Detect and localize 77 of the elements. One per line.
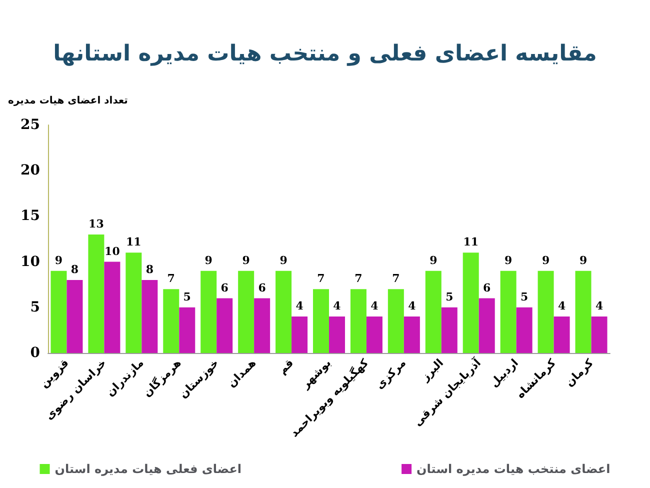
data-label: 9 xyxy=(579,254,588,267)
bar xyxy=(591,316,608,353)
bar xyxy=(313,289,329,353)
chart-title: مقایسه اعضای فعلی و منتخب هیات مدیره استانها xyxy=(53,42,597,66)
bar xyxy=(66,280,83,353)
data-label: 11 xyxy=(126,236,142,249)
data-label: 6 xyxy=(258,281,266,294)
bar xyxy=(575,270,592,353)
bar xyxy=(238,270,254,353)
data-label: 9 xyxy=(54,254,63,267)
bar xyxy=(350,289,366,353)
x-tick-label: مازندران xyxy=(104,356,146,399)
data-label: 7 xyxy=(392,272,400,286)
bar xyxy=(538,270,554,353)
data-label: 11 xyxy=(463,236,479,249)
bar xyxy=(276,270,292,353)
x-tick-label: کرمان xyxy=(562,356,596,390)
data-label: 8 xyxy=(70,263,79,276)
data-label: 9 xyxy=(204,254,212,267)
data-label: 7 xyxy=(317,272,325,286)
bar xyxy=(425,270,442,353)
data-label: 5 xyxy=(183,290,191,304)
bar xyxy=(516,307,532,353)
bar xyxy=(404,316,420,353)
bar xyxy=(50,270,67,353)
y-tick-label: 20 xyxy=(20,162,40,179)
bar xyxy=(441,307,458,353)
y-tick-label: 25 xyxy=(20,117,40,133)
bar xyxy=(329,316,345,353)
data-label: 9 xyxy=(242,254,250,267)
data-label: 7 xyxy=(167,272,175,286)
bar xyxy=(142,280,158,353)
y-tick-label: 10 xyxy=(20,254,40,270)
data-label: 6 xyxy=(220,281,229,294)
bar xyxy=(292,316,308,353)
data-label: 9 xyxy=(542,254,550,267)
x-tick-label: بوشهر xyxy=(298,356,334,392)
data-label: 4 xyxy=(370,300,379,313)
data-label: 10 xyxy=(104,244,120,258)
data-label: 4 xyxy=(296,300,304,313)
data-label: 9 xyxy=(280,254,288,267)
data-label: 13 xyxy=(88,217,104,230)
data-label: 6 xyxy=(483,281,492,294)
bar xyxy=(478,298,495,353)
data-label: 4 xyxy=(408,300,416,313)
bar xyxy=(500,270,516,353)
data-label: 5 xyxy=(520,290,528,304)
bar xyxy=(462,252,479,353)
bar xyxy=(366,316,382,353)
y-axis-title: تعداد اعضای هیات مدیره xyxy=(8,96,128,106)
x-tick-label: اردبیل xyxy=(488,356,521,390)
legend-label: اعضای فعلی هیات مدیره استان xyxy=(54,462,242,476)
data-label: 8 xyxy=(146,263,154,276)
bar xyxy=(216,298,233,353)
data-label: 7 xyxy=(354,272,362,286)
data-label: 4 xyxy=(595,300,604,313)
x-tick-label: همدان xyxy=(225,356,259,390)
data-label: 9 xyxy=(504,254,512,267)
bar xyxy=(388,289,404,353)
data-label: 5 xyxy=(446,290,454,304)
data-label: 4 xyxy=(333,300,342,313)
x-tick-label: قم xyxy=(276,356,296,377)
x-tick-label: مرکزی xyxy=(373,356,409,392)
y-tick-label: 5 xyxy=(30,299,40,316)
data-label: 9 xyxy=(430,254,438,267)
bar xyxy=(554,316,570,353)
bar xyxy=(179,307,196,353)
y-tick-label: 15 xyxy=(20,208,40,224)
legend-label: اعضای منتخب هیات مدیره استان xyxy=(416,462,610,476)
x-tick-label: البرز xyxy=(418,356,446,384)
bar xyxy=(163,289,180,353)
bar xyxy=(200,270,217,353)
data-label: 4 xyxy=(558,300,566,313)
bar xyxy=(104,262,120,353)
bar xyxy=(254,298,270,353)
bar xyxy=(88,234,104,353)
bar xyxy=(126,252,142,353)
